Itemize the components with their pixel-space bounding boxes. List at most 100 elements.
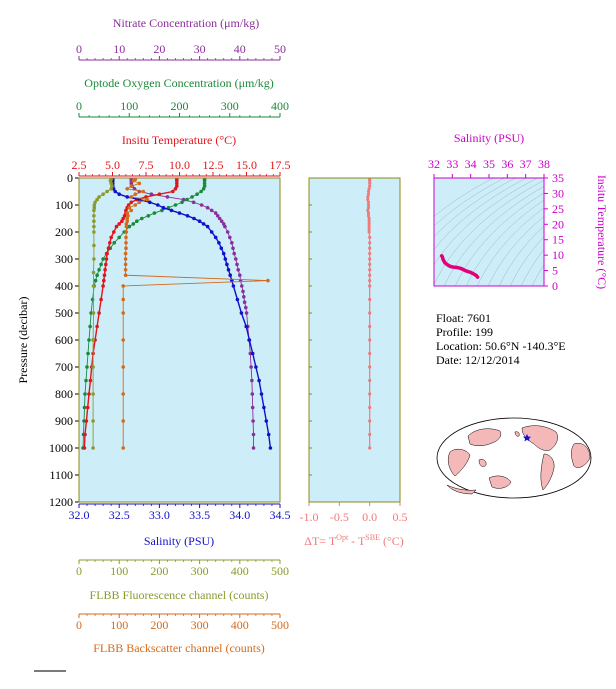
temperature-data-point: [175, 178, 179, 183]
backscatter-axis-title: FLBB Backscatter channel (counts): [93, 641, 265, 655]
fluorescence-data-point: [92, 205, 97, 210]
oxygen-data-point: [131, 222, 136, 226]
temperature-data-point: [101, 284, 105, 288]
temperature-tick-label: 15.0: [236, 158, 257, 172]
salinity-data-point: [213, 235, 218, 240]
backscatter-data-point: [131, 178, 136, 183]
oxygen-data-point: [82, 405, 87, 410]
delta-t-data-point: [367, 216, 371, 221]
salinity-data-point: [185, 214, 190, 218]
ts-density-contour: [434, 180, 544, 286]
salinity-data-point: [201, 222, 206, 226]
fluorescence-tick-label: 100: [110, 564, 128, 578]
salinity-axis-title: Salinity (PSU): [144, 534, 214, 548]
delta-t-data-point: [366, 192, 371, 196]
nitrate-data-point: [213, 211, 218, 215]
backscatter-data-point: [121, 284, 125, 288]
backscatter-data-point: [121, 365, 125, 369]
nitrate-tick-label: 10: [113, 42, 125, 56]
delta-t-data-point: [367, 227, 371, 231]
nitrate-axis-title: Nitrate Concentration (μm/kg): [113, 16, 259, 30]
nitrate-data-point: [251, 419, 255, 423]
ts-density-contours: [434, 178, 544, 286]
fluorescence-data-point: [110, 184, 114, 188]
temperature-tick-label: 2.5: [72, 158, 87, 172]
ts-data-point: [440, 255, 444, 259]
fluorescence-data-point: [91, 392, 95, 396]
backscatter-data-point: [124, 241, 128, 245]
temperature-data-point: [102, 273, 107, 278]
temperature-tick-label: 5.0: [105, 158, 120, 172]
delta-t-data-point: [368, 257, 372, 261]
nitrate-data-point: [231, 246, 235, 250]
backscatter-data-point: [124, 230, 129, 234]
oxygen-data-point: [127, 224, 132, 229]
delta-t-data-point: [368, 284, 372, 288]
location-text: Location: 50.6°N -140.3°E: [436, 339, 566, 353]
ts-density-contour: [434, 178, 539, 266]
ts-salinity-tick-label: 38: [538, 157, 550, 171]
temperature-data-point: [122, 214, 127, 218]
salinity-data-point: [247, 338, 252, 342]
delta-t-axis-title: ΔT= TOpt - TSBE (°C): [304, 533, 404, 548]
backscatter-data-point: [123, 268, 128, 272]
temperature-tick-label: 12.5: [203, 158, 224, 172]
ts-density-contour: [531, 264, 544, 286]
nitrate-data-point: [240, 284, 244, 288]
oxygen-tick-label: 0: [76, 99, 82, 113]
fluorescence-data-point: [92, 203, 97, 207]
ts-density-contour: [465, 199, 544, 286]
backscatter-data-point: [124, 224, 129, 229]
salinity-data-point: [113, 189, 117, 194]
delta-t-tick-label: 0.5: [393, 510, 408, 524]
pressure-tick-label: 200: [55, 225, 73, 239]
fluorescence-data-point: [91, 419, 95, 423]
salinity-data-point: [262, 405, 266, 410]
backscatter-data-point: [129, 195, 134, 199]
nitrate-data-point: [191, 200, 196, 205]
delta-t-data-point: [368, 338, 372, 342]
salinity-data-point: [239, 311, 244, 315]
pressure-tick-label: 900: [55, 414, 73, 428]
temperature-tick-label: 10.0: [169, 158, 190, 172]
ts-salinity-tick-label: 35: [483, 157, 495, 171]
fluorescence-axis-title: FLBB Fluorescence channel (counts): [90, 588, 269, 602]
fluorescence-data-point: [92, 230, 96, 234]
salinity-data-point: [231, 284, 236, 288]
nitrate-data-point: [234, 257, 238, 261]
delta-t-data-point: [368, 273, 372, 277]
temperature-data-point: [126, 203, 131, 207]
nitrate-data-point: [250, 378, 254, 383]
temperature-data-point: [129, 200, 134, 205]
delta-t-data-point: [368, 324, 372, 329]
delta-t-data-point: [366, 198, 370, 202]
profile-number-text: Profile: 199: [436, 325, 493, 339]
nitrate-data-point: [251, 446, 256, 450]
ts-temperature-tick-label: 25: [552, 202, 564, 216]
delta-t-data-point: [368, 392, 372, 396]
salinity-data-point: [244, 324, 248, 329]
backscatter-tick-label: 0: [76, 618, 82, 632]
fluorescence-tick-label: 200: [150, 564, 168, 578]
ts-temperature-axis-title: Insitu Temperature (°C): [595, 175, 609, 289]
temperature-data-point: [175, 181, 179, 186]
temperature-data-point: [83, 432, 87, 437]
fluorescence-data-point: [91, 311, 96, 315]
salinity-data-point: [266, 432, 271, 437]
backscatter-data-point: [137, 181, 142, 186]
salinity-data-point: [268, 446, 273, 450]
date-text: Date: 12/12/2014: [436, 353, 520, 367]
delta-t-data-point: [368, 235, 372, 239]
temperature-data-point: [95, 324, 99, 329]
ts-density-contour: [487, 216, 544, 286]
oxygen-data-point: [140, 216, 144, 221]
nitrate-data-point: [250, 405, 255, 410]
nitrate-data-point: [244, 305, 248, 310]
delta-t-data-point: [368, 268, 372, 272]
salinity-data-point: [250, 351, 255, 356]
nitrate-data-point: [221, 222, 226, 226]
backscatter-data-point: [123, 273, 128, 278]
pressure-tick-label: 300: [55, 252, 73, 266]
salinity-data-point: [228, 273, 232, 278]
